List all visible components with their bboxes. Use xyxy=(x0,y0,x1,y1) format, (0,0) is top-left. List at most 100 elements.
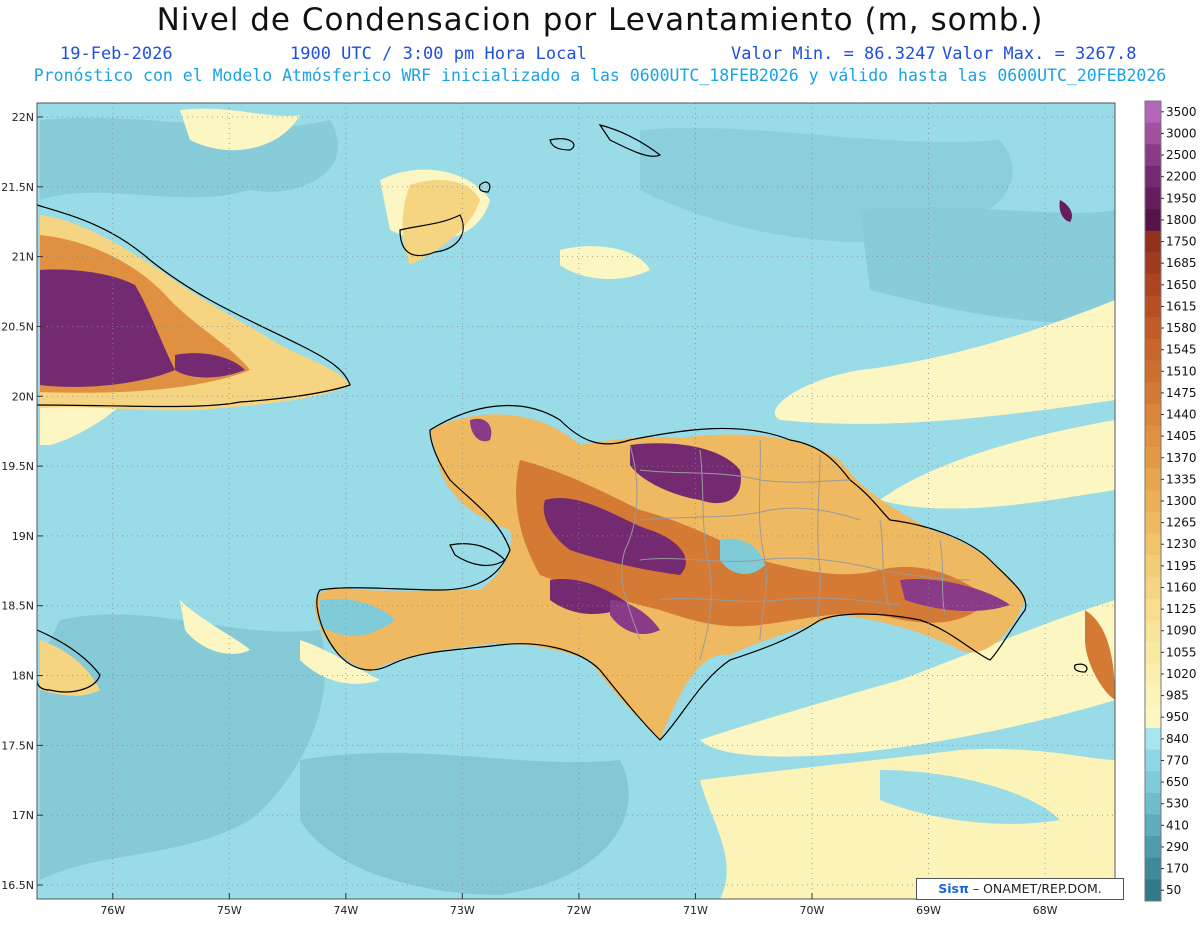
colorbar-swatch xyxy=(1145,338,1161,361)
coastline-hispaniola xyxy=(316,404,1027,741)
coastline-caicos xyxy=(549,138,575,151)
colorbar-label: 1750 xyxy=(1166,235,1197,249)
colorbar-label: 1300 xyxy=(1166,494,1197,508)
colorbar-swatch xyxy=(1145,273,1161,297)
province-boundaries xyxy=(621,439,971,661)
field-valley-low xyxy=(720,538,765,575)
colorbar-label: 1685 xyxy=(1166,256,1197,270)
field-jamaica xyxy=(40,640,100,696)
lon-label: 75W xyxy=(217,904,242,917)
map-title: Nivel de Condensacion por Levantamiento … xyxy=(156,2,1044,38)
colorbar-label: 985 xyxy=(1166,689,1189,703)
colorbar-label: 2200 xyxy=(1166,170,1197,184)
colorbar-swatch xyxy=(1145,857,1161,880)
province-line xyxy=(699,449,712,661)
colorbar-label: 770 xyxy=(1166,753,1189,767)
lat-label: 18N xyxy=(12,670,34,683)
lon-label: 72W xyxy=(566,904,591,917)
colorbar-swatch xyxy=(1145,382,1161,405)
border-haiti-dr xyxy=(621,444,641,641)
colorbar-label: 1055 xyxy=(1166,645,1197,659)
colorbar-label: 840 xyxy=(1166,732,1189,746)
lat-label: 17.5N xyxy=(1,739,34,752)
lon-label: 68W xyxy=(1033,904,1058,917)
colorbar-label: 1545 xyxy=(1166,343,1197,357)
colorbar-swatch xyxy=(1145,663,1161,686)
colorbar-swatch xyxy=(1145,230,1161,253)
colorbar-label: 410 xyxy=(1166,818,1189,832)
colorbar-swatch xyxy=(1145,144,1161,167)
coastline-inagua xyxy=(399,214,464,257)
province-line xyxy=(639,557,971,581)
field-ocean-yellow xyxy=(180,108,300,151)
colorbar-swatch xyxy=(1145,576,1161,599)
colorbar-label: 1800 xyxy=(1166,213,1197,227)
colorbar-label: 530 xyxy=(1166,797,1189,811)
colorbar-swatch xyxy=(1145,403,1161,426)
colorbar-swatch xyxy=(1145,165,1161,188)
colorbar-label: 1020 xyxy=(1166,667,1197,681)
colorbar-swatch xyxy=(1145,101,1161,124)
colorbar-label: 1195 xyxy=(1166,559,1197,573)
colorbar-swatch xyxy=(1145,814,1161,837)
lat-label: 19N xyxy=(12,530,34,543)
colorbar-swatch xyxy=(1145,209,1161,232)
field-hispaniola-highest xyxy=(543,497,686,575)
colorbar-label: 1370 xyxy=(1166,451,1197,465)
province-line xyxy=(639,507,861,521)
colorbar-swatch xyxy=(1145,511,1161,534)
colorbar-label: 1440 xyxy=(1166,408,1197,422)
coastlines xyxy=(37,124,1088,741)
lon-label: 69W xyxy=(916,904,941,917)
credit-text: – ONAMET/REP.DOM. xyxy=(968,881,1102,896)
field-hispaniola-highest xyxy=(470,418,492,442)
lat-label: 20N xyxy=(12,390,34,403)
colorbar-swatch xyxy=(1145,187,1161,210)
field-ocean-yellow xyxy=(880,420,1115,509)
sispi-logo: Sisπ xyxy=(938,881,969,896)
colorbar-swatch xyxy=(1145,879,1161,902)
lat-label: 18.5N xyxy=(1,600,34,613)
field-ocean-yellow xyxy=(180,600,250,654)
colorbar-swatch xyxy=(1145,468,1161,491)
colorbar-swatch xyxy=(1145,252,1161,275)
colorbar-swatch xyxy=(1145,360,1161,383)
colorbar-swatch xyxy=(1145,728,1161,751)
colorbar-swatch xyxy=(1145,598,1161,621)
field-hispaniola-highest xyxy=(900,579,1010,612)
field-ocean-yellow xyxy=(700,748,1115,899)
field-ocean-yellow xyxy=(300,640,380,684)
colorbar-label: 2500 xyxy=(1166,148,1197,162)
colorbar-swatch xyxy=(1145,749,1161,772)
colorbar-label: 1125 xyxy=(1166,602,1197,616)
map-frame xyxy=(36,102,1116,900)
lat-label: 16.5N xyxy=(1,879,34,892)
province-line xyxy=(879,519,891,611)
coastline-small-island xyxy=(1073,663,1088,673)
colorbar-swatch xyxy=(1145,533,1161,556)
field-cuba-highest xyxy=(175,353,245,378)
colorbar-swatch xyxy=(1145,641,1161,664)
colorbar: 3500 3000 2500 2200 1950 1800 1750 1685 1650 1615… xyxy=(1144,100,1197,902)
colorbar-swatch xyxy=(1145,122,1161,145)
colorbar-label: 1650 xyxy=(1166,278,1197,292)
lon-label: 74W xyxy=(333,904,358,917)
lon-label: 73W xyxy=(450,904,475,917)
colorbar-label: 1160 xyxy=(1166,580,1197,594)
lon-label: 70W xyxy=(800,904,825,917)
lat-label: 21N xyxy=(12,251,34,264)
lon-label: 71W xyxy=(683,904,708,917)
colorbar-swatch xyxy=(1145,792,1161,816)
field-ocean-patch xyxy=(40,614,326,880)
coastline-small-island xyxy=(478,181,491,193)
max-value: Valor Max. = 3267.8 xyxy=(942,44,1137,64)
colorbar-swatch xyxy=(1145,295,1161,318)
lat-label: 22N xyxy=(12,111,34,124)
field-haiti-low xyxy=(320,598,395,636)
colorbar-label: 1230 xyxy=(1166,537,1197,551)
colorbar-label: 50 xyxy=(1166,883,1181,897)
lat-tick-labels: 22N 21.5N 21N 20.5N 20N 19.5N 19N 18.5N 18N 17.5N… xyxy=(1,111,43,892)
coastline-gonave xyxy=(449,543,506,567)
colorbar-label: 1475 xyxy=(1166,386,1197,400)
model-description: Pronóstico con el Modelo Atmósferico WRF… xyxy=(33,66,1167,85)
